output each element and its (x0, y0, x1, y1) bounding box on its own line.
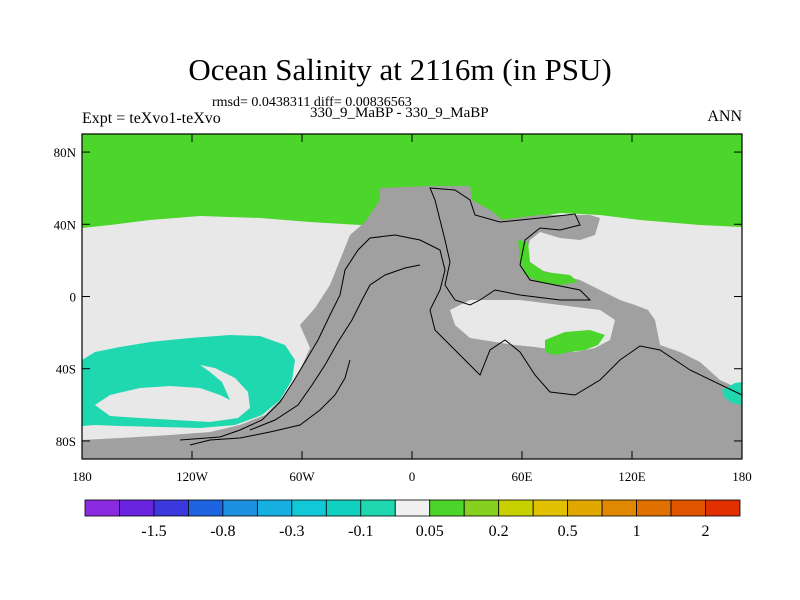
x-tick-label: 60W (289, 469, 315, 484)
x-tick-label: 120E (618, 469, 646, 484)
chart-subtitle: 330_9_MaBP - 330_9_MaBP (310, 105, 489, 121)
colorbar-label: 1 (633, 523, 641, 540)
colorbar-box (119, 499, 155, 517)
colorbar-box (84, 499, 120, 517)
experiment-label: Expt = teXvo1-teXvo (82, 110, 221, 127)
colorbar-label: 2 (702, 523, 710, 540)
season-label: ANN (707, 108, 742, 125)
rmsd-diff-stats: rmsd= 0.0438311 diff= 0.00836563 (212, 95, 412, 110)
colorbar-box (498, 499, 534, 517)
colorbar-label: -0.3 (279, 523, 304, 540)
y-tick-label: 80N (54, 145, 77, 160)
colorbar-box (601, 499, 637, 517)
colorbar-box (291, 499, 327, 517)
inner-coastline-contour (429, 187, 592, 306)
basin-positive-patch (545, 330, 605, 355)
colorbar-box (394, 499, 431, 517)
map-field (81, 133, 743, 460)
x-tick-label: 120W (176, 469, 209, 484)
colorbar-label: -0.8 (210, 523, 235, 540)
colorbar-box (222, 499, 258, 517)
colorbar-box (188, 499, 224, 517)
y-tick-label: 80S (56, 434, 76, 449)
colorbar-labels: -1.5 -0.8 -0.3 -0.1 0.05 0.2 0.5 1 2 (141, 523, 709, 540)
colorbar-label: 0.5 (558, 523, 578, 540)
colorbar-label: 0.05 (416, 523, 444, 540)
colorbar-box (463, 499, 500, 517)
colorbar-label: -1.5 (141, 523, 166, 540)
colorbar-label: -0.1 (348, 523, 373, 540)
colorbar-box (532, 499, 569, 517)
colorbar-box (705, 499, 741, 517)
y-tick-label: 40N (54, 217, 77, 232)
colorbar-boxes (84, 499, 741, 517)
y-tick-label: 0 (70, 290, 77, 305)
land-mass (82, 186, 742, 459)
arctic-positive-region (82, 134, 742, 228)
colorbar-box (429, 499, 465, 517)
southern-coastline-contour (249, 264, 421, 431)
colorbar-box (360, 499, 396, 517)
negative-region-swirl (95, 365, 250, 422)
x-tick-label: 0 (409, 469, 416, 484)
x-tick-label: 180 (72, 469, 92, 484)
y-tick-label: 40S (56, 362, 76, 377)
colorbar-box (325, 499, 362, 517)
chart-title: Ocean Salinity at 2116m (in PSU) (188, 52, 612, 87)
colorbar-box (567, 499, 603, 517)
axis-ticks: 180 120W 60W 0 60E 120E 180 80N 40N 0 40S 80S (54, 134, 752, 484)
colorbar-box (256, 499, 293, 517)
colorbar-label: 0.2 (489, 523, 509, 540)
polar-coastline-contour (189, 359, 351, 446)
colorbar-box (636, 499, 672, 517)
coastline-contour (179, 234, 743, 441)
subtropical-positive-patch (518, 240, 578, 285)
x-tick-label: 60E (512, 469, 533, 484)
colorbar-box (670, 499, 706, 517)
x-tick-label: 180 (732, 469, 752, 484)
colorbar-box (153, 499, 189, 517)
